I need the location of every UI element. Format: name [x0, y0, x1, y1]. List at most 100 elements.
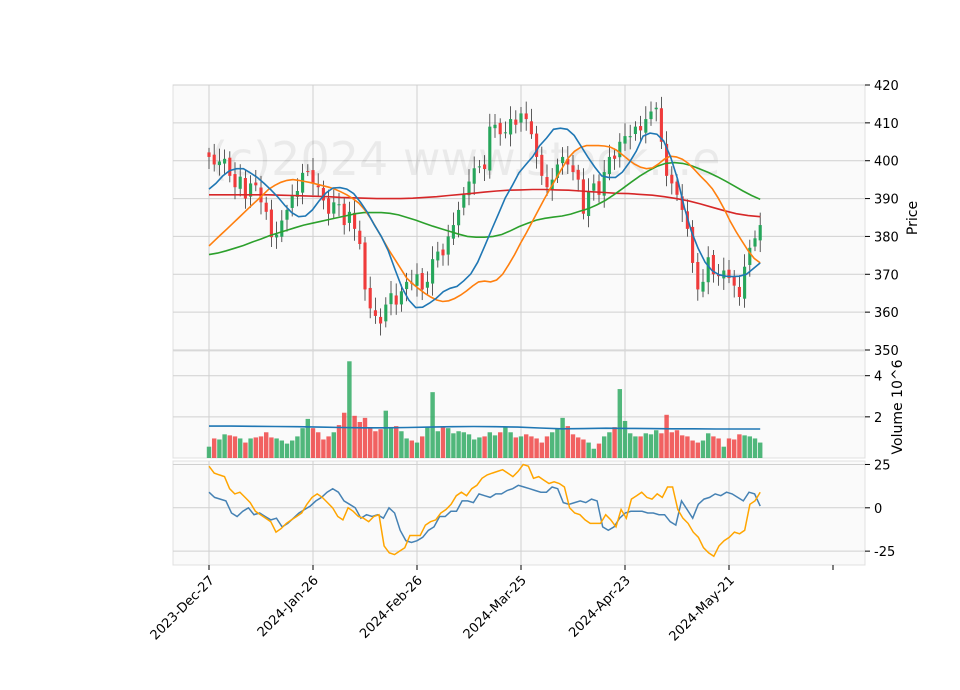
price-axis-label: Price — [905, 201, 921, 235]
candle-body — [280, 220, 284, 237]
volume-bar — [243, 442, 248, 458]
volume-bar — [471, 439, 477, 458]
volume-bar — [497, 432, 503, 458]
volume-bar — [674, 430, 680, 458]
volume-bar — [752, 438, 758, 458]
volume-bar — [664, 414, 669, 458]
oscillator-tick-label: 0 — [874, 502, 882, 517]
volume-bar — [404, 438, 409, 458]
candle-body — [233, 174, 237, 188]
volume-bars — [206, 361, 763, 458]
watermark: (c)2024 www.stock...e — [210, 132, 720, 186]
volume-bar — [445, 428, 451, 458]
volume-bar — [336, 425, 342, 458]
volume-bar — [570, 434, 576, 458]
volume-bar — [373, 431, 378, 458]
candle-body — [342, 203, 346, 226]
candle-body — [519, 113, 523, 123]
candle-body — [498, 122, 502, 135]
grid-lines — [173, 84, 865, 565]
volume-bar — [575, 437, 581, 458]
price-tick-label: 420 — [874, 79, 899, 94]
volume-axis-label: Volume 10^6 — [890, 359, 906, 454]
volume-bar — [300, 428, 305, 458]
price-tick-label: 400 — [874, 155, 899, 170]
ma-200-line — [209, 188, 761, 218]
volume-bar — [622, 420, 628, 458]
volume-ma-line — [209, 425, 761, 430]
candle-body — [321, 187, 325, 201]
volume-bar — [357, 421, 363, 458]
volume-bar — [705, 433, 711, 458]
volume-bar — [378, 429, 383, 458]
candle-body — [384, 304, 388, 322]
volume-bar — [617, 389, 623, 458]
volume-bar — [248, 438, 253, 458]
candle-body — [535, 133, 539, 157]
volume-bar — [295, 436, 300, 458]
candle-body — [405, 281, 409, 290]
candle-body — [223, 158, 227, 164]
volume-bar — [731, 439, 737, 458]
volume-bar — [466, 434, 472, 458]
candle-body — [337, 204, 341, 206]
volume-bar — [726, 438, 732, 458]
candle-body — [420, 273, 424, 290]
candle-body — [353, 212, 357, 229]
volume-bar — [518, 436, 524, 458]
price-tick-label: 350 — [874, 344, 899, 359]
candle-body — [368, 287, 372, 309]
volume-bar — [222, 434, 227, 458]
candle-body — [290, 195, 294, 208]
volume-bar — [487, 432, 493, 458]
x-tick-label: 2024-Jan-26 — [255, 573, 322, 640]
volume-bar — [757, 442, 763, 458]
candle-body — [389, 293, 393, 305]
volume-bar — [492, 435, 498, 458]
volume-bar — [539, 442, 545, 458]
candle-body — [249, 183, 253, 197]
volume-bar — [659, 433, 664, 458]
candle-body — [488, 126, 492, 171]
volume-bar — [362, 417, 368, 458]
volume-bar — [669, 432, 675, 458]
ma-mid-line — [208, 144, 761, 303]
candle-body — [576, 169, 580, 180]
volume-bar — [305, 418, 311, 458]
candle-body — [358, 230, 362, 244]
volume-bar — [638, 436, 643, 458]
volume-bar — [742, 435, 747, 458]
volume-bar — [513, 437, 519, 458]
candle-body — [254, 182, 258, 186]
volume-bar — [461, 432, 467, 458]
candle-body — [670, 174, 674, 184]
candle-body — [394, 295, 398, 305]
candle-body — [509, 119, 513, 135]
volume-bar — [503, 427, 508, 458]
candle-body — [431, 259, 435, 284]
candle-body — [571, 165, 575, 173]
volume-bar — [643, 433, 649, 458]
volume-bar — [383, 410, 389, 458]
volume-bar — [388, 427, 394, 458]
candle-body — [748, 247, 752, 265]
volume-bar — [747, 436, 753, 458]
candle-body — [529, 121, 533, 135]
price-tick-label: 380 — [874, 230, 899, 245]
candle-body — [665, 143, 669, 176]
x-tick-label: 2024-Mar-25 — [461, 573, 530, 642]
candle-body — [436, 251, 440, 261]
volume-bar — [326, 436, 331, 458]
candle-body — [457, 209, 461, 226]
candle-body — [327, 198, 331, 214]
volume-bar — [648, 434, 654, 458]
x-tick-label: 2024-May-21 — [667, 573, 738, 644]
candle-body — [503, 132, 507, 134]
candle-body — [613, 155, 617, 159]
volume-bar — [347, 361, 352, 458]
candle-body — [696, 261, 700, 290]
candle-body — [446, 236, 450, 255]
candle-body — [607, 156, 611, 175]
volume-bar — [367, 428, 373, 458]
